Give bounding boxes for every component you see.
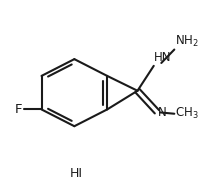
Text: NH$_2$: NH$_2$ <box>175 34 199 49</box>
Text: HI: HI <box>70 167 83 180</box>
Text: CH$_3$: CH$_3$ <box>175 106 198 121</box>
Text: F: F <box>15 103 22 116</box>
Text: N: N <box>158 106 167 119</box>
Text: HN: HN <box>154 51 171 64</box>
